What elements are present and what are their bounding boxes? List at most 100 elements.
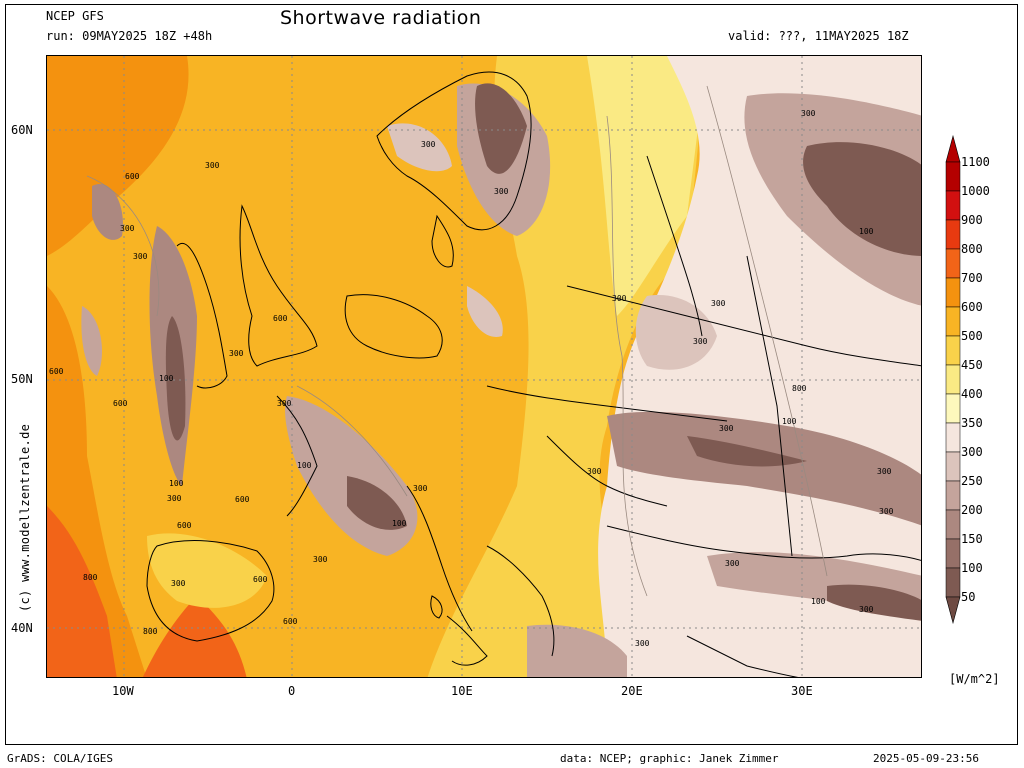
footer-software: GrADS: COLA/IGES: [7, 752, 113, 765]
field-ireland-100: [165, 316, 186, 441]
field-russia-100: [803, 142, 921, 256]
contour-label: 100: [392, 519, 407, 528]
colorbar-swatch: [945, 480, 961, 511]
field-atlantic-north: [47, 56, 189, 256]
field-carpathian-100: [687, 436, 807, 467]
field-norway-300: [387, 123, 452, 172]
colorbar-swatch: [945, 161, 961, 192]
lon-label-10e: 10E: [451, 684, 473, 698]
contour-label: 300: [229, 349, 244, 358]
colorbar-swatch: [945, 451, 961, 482]
contour-label: 600: [283, 617, 298, 626]
colorbar-bottom-arrow: [945, 596, 961, 625]
contour-label: 300: [859, 605, 874, 614]
footer-timestamp: 2025-05-09-23:56: [873, 752, 979, 765]
colorbar-tick-label: 400: [961, 387, 983, 401]
radiation-map: 600 300 300 300 300 300 300 600 300 100 …: [46, 55, 922, 678]
colorbar-tick-label: 100: [961, 561, 983, 575]
colorbar-tick-label: 250: [961, 474, 983, 488]
colorbar-swatch: [945, 248, 961, 279]
contour-label: 100: [297, 461, 312, 470]
colorbar-swatch: [945, 364, 961, 395]
contour-label: 100: [169, 479, 184, 488]
colorbar-tick-label: 500: [961, 329, 983, 343]
colorbar-swatch: [945, 393, 961, 424]
field-atlantic-cell: [92, 184, 123, 240]
colorbar-tick-label: 700: [961, 271, 983, 285]
plot-frame: [5, 4, 1018, 745]
colorbar-swatch: [945, 335, 961, 366]
contour-label: 100: [159, 374, 174, 383]
footer-credits: data: NCEP; graphic: Janek Zimmer: [560, 752, 779, 765]
colorbar-legend: [942, 134, 1022, 634]
contour-label: 100: [811, 597, 826, 606]
field-iberia-800: [142, 596, 247, 677]
field-iberia-500: [147, 533, 267, 608]
contour-label-layer: 600 300 300 300 300 300 300 600 300 100 …: [49, 109, 894, 648]
map-title: Shortwave radiation: [280, 7, 482, 29]
lon-label-30e: 30E: [791, 684, 813, 698]
colorbar-swatch: [945, 219, 961, 250]
field-atlantic-800: [47, 506, 117, 677]
colorbar-tick-label: 350: [961, 416, 983, 430]
lon-label-20e: 20E: [621, 684, 643, 698]
contour-label: 300: [205, 161, 220, 170]
map-field: 600 300 300 300 300 300 300 600 300 100 …: [47, 56, 921, 677]
colorbar-tick-label: 450: [961, 358, 983, 372]
contour-label: 600: [177, 521, 192, 530]
colorbar-tick-label: 50: [961, 590, 976, 604]
valid-time: valid: ???, 11MAY2025 18Z: [728, 29, 909, 43]
contour-label: 100: [859, 227, 874, 236]
contour-lines: [86, 85, 828, 597]
colorbar-swatch: [945, 277, 961, 308]
model-name: NCEP GFS: [46, 9, 104, 23]
lat-label-60n: 60N: [11, 123, 33, 137]
contour-label: 600: [273, 314, 288, 323]
lat-label-50n: 50N: [11, 372, 33, 386]
contour-label: 300: [725, 559, 740, 568]
lat-label-40n: 40N: [11, 621, 33, 635]
contour-label: 300: [120, 224, 135, 233]
contour-label: 300: [693, 337, 708, 346]
colorbar-unit: [W/m^2]: [949, 672, 1000, 686]
colorbar-tick-label: 1000: [961, 184, 990, 198]
colorbar-tick-label: 200: [961, 503, 983, 517]
contour-label: 300: [494, 187, 509, 196]
contour-label: 100: [782, 417, 797, 426]
colorbar-tick-label: 600: [961, 300, 983, 314]
site-credit: (c) www.modellzentrale.de: [18, 423, 32, 612]
colorbar-tick-label: 300: [961, 445, 983, 459]
contour-label: 600: [235, 495, 250, 504]
contour-label: 300: [587, 467, 602, 476]
colorbar-tick-label: 1100: [961, 155, 990, 169]
colorbar-top-arrow: [945, 134, 961, 163]
contour-label: 300: [877, 467, 892, 476]
contour-label: 800: [143, 627, 158, 636]
field-germany-300: [467, 286, 503, 337]
contour-label: 300: [171, 579, 186, 588]
colorbar-tick-label: 150: [961, 532, 983, 546]
contour-label: 600: [113, 399, 128, 408]
lon-label-0: 0: [288, 684, 296, 698]
run-info: run: 09MAY2025 18Z +48h: [46, 29, 213, 43]
contour-label: 300: [421, 140, 436, 149]
contour-label: 300: [711, 299, 726, 308]
colorbar: [945, 134, 961, 625]
contour-label: 300: [635, 639, 650, 648]
field-blacksea-100: [827, 584, 921, 621]
field-scandinavia-100: [475, 83, 527, 174]
field-atlantic-cell-2: [81, 306, 102, 376]
field-balkans-250: [527, 624, 627, 677]
contour-label: 800: [792, 384, 807, 393]
contour-label: 300: [719, 424, 734, 433]
field-poland-300: [635, 295, 717, 370]
coastlines: [146, 71, 921, 677]
contour-label: 300: [612, 294, 627, 303]
contour-label: 300: [413, 484, 428, 493]
contour-label: 600: [125, 172, 140, 181]
contour-label: 600: [49, 367, 64, 376]
contour-label: 300: [277, 399, 292, 408]
colorbar-swatch: [945, 509, 961, 540]
contour-label: 300: [167, 494, 182, 503]
contour-label: 300: [133, 252, 148, 261]
